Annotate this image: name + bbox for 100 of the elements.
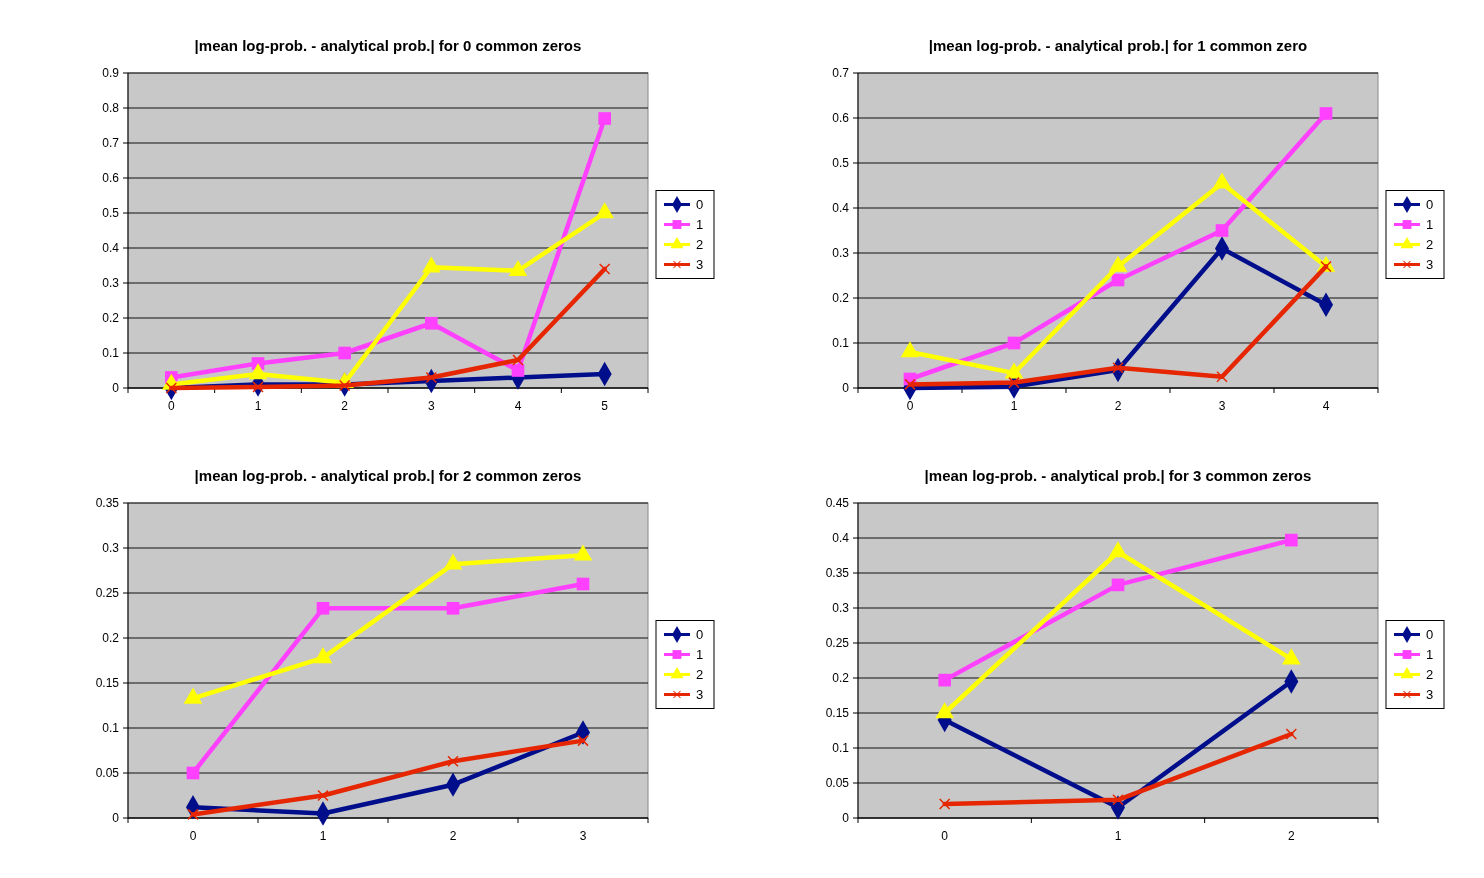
point: [447, 755, 459, 768]
y-tick-label: 0.7: [102, 136, 120, 151]
point: [316, 601, 330, 615]
point: [577, 734, 589, 747]
y-tick-label: 0.45: [825, 496, 850, 511]
y-tick-label: 0.9: [102, 66, 120, 81]
point: [446, 601, 460, 615]
y-tick-label: 0: [112, 811, 120, 826]
x-tick-label: 2: [1114, 399, 1122, 413]
legend-label: 0: [1426, 197, 1434, 213]
point: [186, 766, 200, 780]
y-tick-label: 0.3: [102, 541, 120, 556]
point: [338, 346, 351, 360]
x-tick-label: 0: [189, 829, 197, 843]
point: [598, 263, 611, 275]
x-tick-label: 5: [601, 399, 609, 413]
legend-label: 3: [1426, 687, 1434, 703]
x-tick-label: 1: [1010, 399, 1018, 413]
y-tick-label: 0.3: [832, 601, 850, 616]
y-tick-label: 0.4: [102, 241, 120, 256]
y-tick-label: 0.05: [825, 776, 850, 791]
y-tick-label: 0.1: [102, 721, 120, 736]
x-tick-label: 2: [341, 399, 349, 413]
y-tick-label: 0.05: [95, 766, 120, 781]
legend-label: 3: [1426, 257, 1434, 273]
legend-label: 3: [696, 257, 704, 273]
point: [425, 371, 438, 384]
point: [904, 378, 916, 391]
y-tick-label: 0.2: [102, 311, 120, 326]
legend-label: 2: [696, 237, 704, 253]
x-tick-label: 1: [254, 399, 262, 413]
y-tick-label: 0: [842, 381, 850, 396]
point: [1008, 376, 1020, 389]
legend-label: 1: [1426, 217, 1434, 233]
x-tick-label: 2: [1287, 829, 1295, 843]
y-tick-label: 0.7: [832, 66, 850, 81]
y-tick-label: 0.2: [832, 671, 850, 686]
point: [1215, 224, 1229, 237]
x-tick-label: 3: [1218, 399, 1226, 413]
legend-label: 0: [696, 197, 704, 213]
y-tick-label: 0.6: [832, 111, 850, 126]
y-tick-label: 0.15: [95, 676, 120, 691]
y-tick-label: 0.35: [825, 566, 850, 581]
y-tick-label: 0.5: [832, 156, 850, 171]
legend-label: 1: [696, 217, 704, 233]
x-tick-label: 4: [1322, 399, 1330, 413]
point: [187, 808, 199, 821]
chart-title: |mean log-prob. - analytical prob.| for 0 common zeros: [194, 37, 582, 54]
legend-label: 0: [1426, 627, 1434, 643]
point: [511, 364, 525, 377]
point: [1112, 794, 1124, 806]
legend-label: 2: [1426, 667, 1434, 683]
y-tick-label: 0: [112, 381, 120, 396]
y-tick-label: 0.35: [95, 496, 120, 511]
y-tick-label: 0: [842, 811, 850, 826]
point: [1007, 336, 1021, 350]
point: [252, 381, 264, 393]
legend-label: 1: [696, 647, 704, 663]
x-tick-label: 0: [941, 829, 949, 843]
point: [165, 382, 178, 394]
y-tick-label: 0.2: [832, 291, 850, 306]
y-tick-label: 0.3: [102, 276, 120, 291]
point: [938, 673, 951, 687]
point: [1216, 371, 1228, 383]
x-tick-label: 0: [906, 399, 914, 413]
y-tick-label: 0.5: [102, 206, 120, 221]
point: [425, 316, 438, 330]
legend-label: 3: [696, 687, 704, 703]
chart-title: |mean log-prob. - analytical prob.| for 2 common zeros: [194, 467, 582, 484]
point: [576, 577, 590, 591]
x-tick-label: 0: [167, 399, 175, 413]
y-tick-label: 0.2: [102, 631, 120, 646]
y-tick-label: 0.1: [832, 336, 850, 351]
point: [1285, 533, 1298, 547]
x-tick-label: 2: [449, 829, 457, 843]
point: [1111, 578, 1125, 592]
y-tick-label: 0.1: [102, 346, 120, 361]
y-tick-label: 0.6: [102, 171, 120, 186]
chart-title: |mean log-prob. - analytical prob.| for 1 common zero: [928, 37, 1308, 54]
legend-label: 1: [1426, 647, 1434, 663]
y-tick-label: 0.4: [832, 531, 850, 546]
legend-label: 0: [696, 627, 704, 643]
point: [443, 553, 463, 570]
point: [1285, 728, 1298, 740]
y-tick-label: 0.25: [825, 636, 850, 651]
x-tick-label: 1: [1114, 829, 1122, 843]
x-tick-label: 3: [427, 399, 435, 413]
x-tick-label: 3: [579, 829, 587, 843]
y-tick-label: 0.15: [825, 706, 850, 721]
point: [938, 798, 951, 810]
y-tick-label: 0.8: [102, 101, 120, 116]
x-tick-label: 1: [319, 829, 327, 843]
x-tick-label: 4: [514, 399, 522, 413]
chart-title: |mean log-prob. - analytical prob.| for 3 common zeros: [924, 467, 1312, 484]
point: [317, 789, 329, 802]
legend-label: 2: [696, 667, 704, 683]
point: [508, 260, 528, 277]
y-tick-label: 0.25: [95, 586, 120, 601]
point: [313, 647, 333, 664]
point: [573, 544, 593, 561]
